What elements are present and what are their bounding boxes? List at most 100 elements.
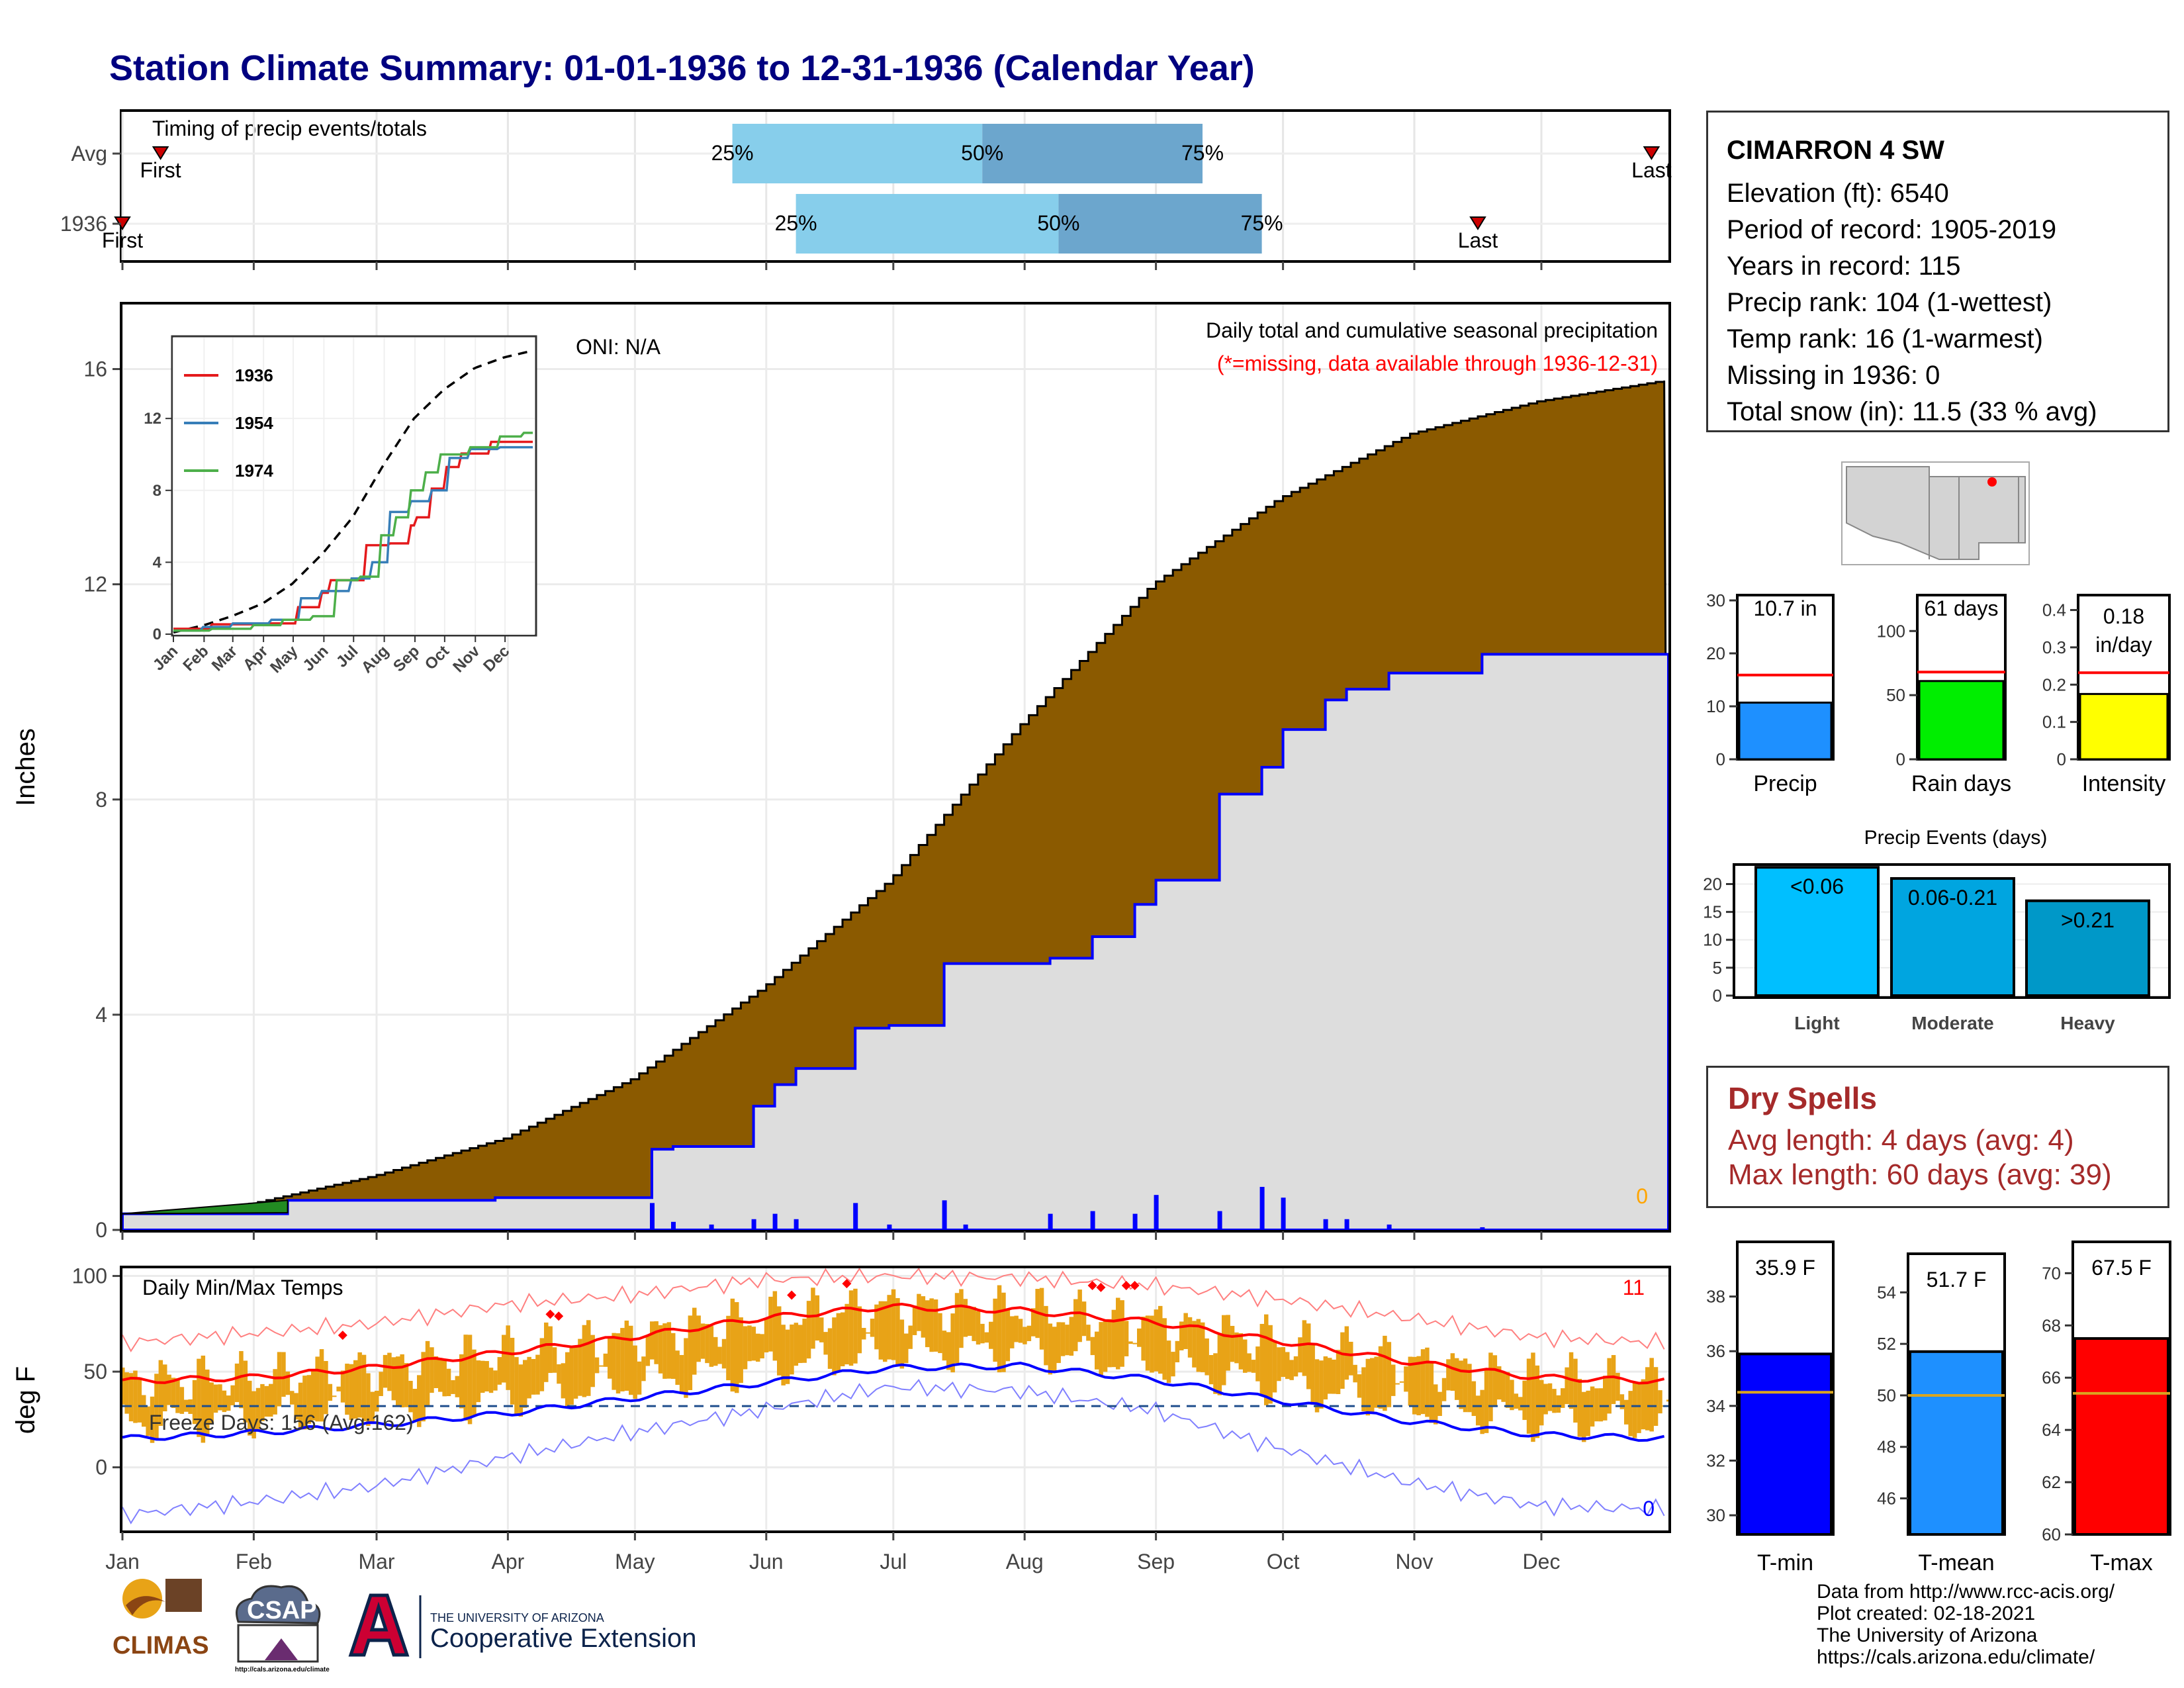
- daily-temp-bar: [806, 1301, 811, 1359]
- daily-temp-bar: [1268, 1325, 1273, 1404]
- daily-temp-bar: [1395, 1383, 1400, 1385]
- timing-row-label: Avg: [71, 142, 107, 165]
- daily-temp-bar: [442, 1358, 447, 1397]
- daily-temp-bar: [1535, 1365, 1540, 1438]
- summary-bar-label: Intensity: [2082, 771, 2166, 796]
- daily-temp-bar: [387, 1352, 392, 1391]
- daily-precip-bar: [1154, 1195, 1159, 1230]
- daily-temp-bar: [375, 1390, 379, 1412]
- daily-temp-bar: [590, 1335, 595, 1387]
- daily-temp-bar: [1653, 1367, 1659, 1426]
- daily-temp-bar: [1001, 1292, 1006, 1372]
- events-ytick-label: 20: [1703, 874, 1722, 894]
- record-high-count: 11: [1623, 1276, 1645, 1299]
- temp-ytick-label: 34: [1706, 1396, 1725, 1416]
- temp-value-text: 51.7 F: [1927, 1268, 1987, 1291]
- daily-temp-bar: [730, 1298, 735, 1392]
- daily-temp-bar: [1154, 1309, 1159, 1372]
- daily-temp-bar: [535, 1354, 540, 1395]
- daily-temp-bar: [1615, 1372, 1620, 1401]
- daily-temp-bar: [1272, 1340, 1277, 1393]
- record-low-count: 0: [1643, 1497, 1655, 1521]
- summary-value-text: 61 days: [1924, 596, 1998, 620]
- daily-temp-bar: [692, 1307, 697, 1375]
- daily-temp-bar: [527, 1356, 531, 1399]
- daily-temp-bar: [226, 1395, 231, 1411]
- daily-temp-bar: [1611, 1355, 1616, 1405]
- daily-temp-bar: [696, 1315, 701, 1362]
- daily-temp-bar: [1492, 1355, 1498, 1407]
- daily-temp-bar: [586, 1320, 591, 1396]
- daily-temp-bar: [146, 1406, 150, 1436]
- station-name: CIMARRON 4 SW: [1727, 136, 1944, 165]
- state-map: [1841, 461, 2030, 565]
- daily-temp-bar: [281, 1352, 286, 1397]
- temp-ytick-label: 50: [1877, 1385, 1896, 1405]
- timing-bar-upper: [1058, 194, 1262, 254]
- daily-temp-bar: [1408, 1356, 1413, 1406]
- temp-ytick-label: 60: [2042, 1524, 2061, 1544]
- events-category-label: Light: [1794, 1013, 1839, 1033]
- daily-temp-bar: [1467, 1364, 1472, 1413]
- daily-temp-bar: [349, 1364, 354, 1421]
- daily-temp-bar: [294, 1393, 298, 1420]
- daily-temp-bar: [1065, 1325, 1069, 1356]
- daily-temp-bar: [1238, 1333, 1244, 1370]
- temp-value-text: 35.9 F: [1755, 1256, 1815, 1280]
- inset-legend-label: 1936: [235, 365, 273, 385]
- daily-temp-bar: [980, 1323, 985, 1344]
- avg-tmax-line: [122, 1303, 1665, 1385]
- daily-temp-bar: [1039, 1288, 1044, 1350]
- timing-pct-label: 75%: [1241, 211, 1283, 235]
- daily-temp-bar: [997, 1285, 1002, 1373]
- daily-temp-bar: [1234, 1332, 1239, 1364]
- record-high-marker: [787, 1290, 797, 1300]
- last-event-label: Last: [1631, 158, 1672, 182]
- daily-temp-bar: [1603, 1376, 1608, 1421]
- timing-pct-label: 50%: [1037, 211, 1079, 235]
- daily-temp-bar: [1196, 1319, 1201, 1372]
- station-snow: Total snow (in): 11.5 (33 % avg): [1727, 397, 2097, 426]
- daily-temp-bar: [264, 1385, 269, 1417]
- daily-temp-bar: [260, 1383, 265, 1421]
- daily-temp-bar: [641, 1356, 646, 1382]
- daily-temp-bar: [1124, 1321, 1129, 1356]
- daily-temp-bar: [565, 1352, 570, 1407]
- summary-ytick-label: 0: [1716, 749, 1725, 769]
- daily-temp-bar: [1497, 1366, 1502, 1400]
- precip-ytick-label: 4: [95, 1003, 107, 1027]
- inset-series-line: [173, 445, 533, 632]
- climas-wordmark: CLIMAS: [113, 1632, 209, 1660]
- daily-temp-bar: [629, 1325, 633, 1395]
- timing-chart: Timing of precip events/totals 25% 50% 75%…: [60, 109, 1672, 263]
- daily-temp-bar: [688, 1315, 693, 1391]
- daily-temp-bar: [1162, 1318, 1167, 1380]
- daily-temp-bar: [1361, 1367, 1366, 1412]
- daily-temp-bar: [925, 1300, 930, 1348]
- daily-temp-bar: [391, 1357, 396, 1401]
- daily-temp-bar: [1480, 1389, 1484, 1434]
- month-label: Oct: [1267, 1550, 1300, 1573]
- map-borders: [1929, 467, 2019, 559]
- daily-temp-bar: [1255, 1346, 1260, 1382]
- daily-temp-bar: [785, 1329, 790, 1384]
- daily-temp-bar: [1183, 1313, 1188, 1349]
- climas-logo: CLIMAS: [113, 1579, 209, 1660]
- daily-temp-bar: [1573, 1358, 1578, 1423]
- daily-temp-bar: [841, 1312, 845, 1366]
- daily-temp-bar: [1391, 1364, 1396, 1396]
- temps-ytick-label: 100: [72, 1264, 107, 1288]
- timing-title: Timing of precip events/totals: [152, 117, 427, 140]
- daily-temp-bar: [408, 1380, 413, 1413]
- daily-temp-bar: [446, 1368, 451, 1397]
- daily-temp-bar: [662, 1323, 667, 1379]
- temp-ytick-label: 48: [1877, 1437, 1896, 1457]
- daily-temp-bar: [552, 1347, 557, 1373]
- last-event-label: Last: [1458, 228, 1498, 252]
- daily-temp-bar: [658, 1325, 663, 1374]
- daily-temp-bar: [1103, 1319, 1108, 1372]
- precip-ytick-label: 8: [95, 788, 107, 812]
- daily-temp-bar: [1319, 1360, 1324, 1409]
- temp-ytick-label: 64: [2042, 1420, 2061, 1440]
